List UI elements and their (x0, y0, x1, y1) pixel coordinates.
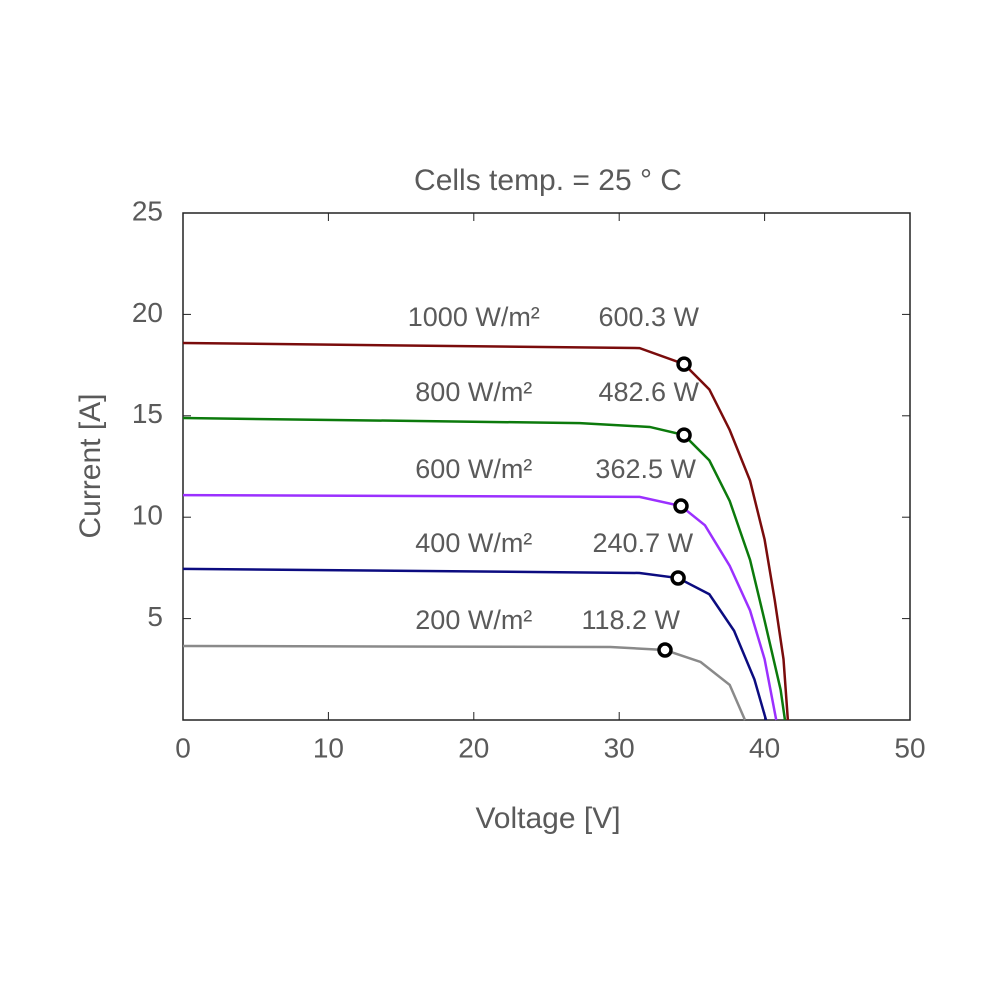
plot-frame (182, 212, 911, 721)
power-label: 362.5 W (595, 454, 696, 484)
legend-label: 800 W/m² (415, 377, 532, 407)
iv-curve (182, 567, 768, 721)
power-label: 118.2 W (581, 605, 680, 635)
mpp-marker (657, 642, 673, 658)
iv-curve (182, 644, 747, 721)
power-label: 600.3 W (598, 302, 699, 332)
chart-title: Cells temp. = 25 ° C (414, 164, 682, 197)
legend-label: 600 W/m² (415, 454, 532, 484)
y-tick-label: 10 (132, 500, 163, 531)
mpp-marker (673, 498, 689, 514)
mpp-marker (676, 356, 692, 372)
x-tick-label: 10 (313, 732, 344, 763)
legend-label: 200 W/m² (415, 605, 532, 635)
x-tick-label: 20 (458, 732, 489, 763)
x-tick-label: 40 (749, 732, 780, 763)
y-tick-label: 20 (132, 297, 163, 328)
x-tick-label: 50 (894, 732, 925, 763)
power-label: 482.6 W (598, 377, 699, 407)
x-axis-label: Voltage [V] (475, 802, 620, 835)
y-axis-label: Current [A] (74, 393, 107, 538)
power-label: 240.7 W (593, 528, 694, 558)
x-tick-label: 30 (604, 732, 635, 763)
y-tick-label: 5 (147, 601, 163, 632)
legend-label: 400 W/m² (415, 528, 532, 558)
y-tick-label: 25 (132, 195, 163, 226)
mpp-marker (676, 427, 692, 443)
iv-curve (182, 416, 787, 721)
iv-curve (182, 341, 790, 721)
iv-curve (182, 493, 778, 721)
mpp-marker (670, 570, 686, 586)
legend-label: 1000 W/m² (408, 302, 540, 332)
y-tick-label: 15 (132, 398, 163, 429)
x-tick-label: 0 (175, 732, 191, 763)
